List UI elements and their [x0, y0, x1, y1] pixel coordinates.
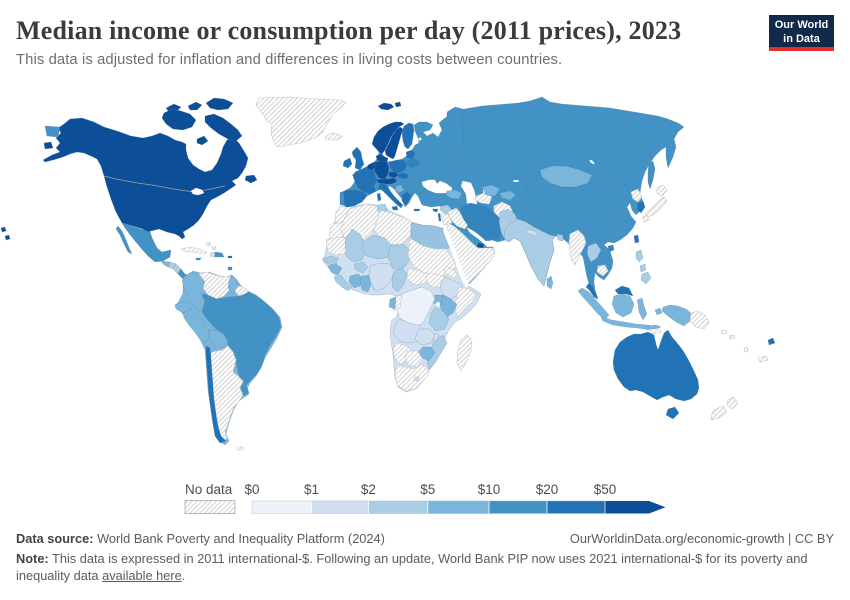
svg-text:$20: $20: [536, 482, 559, 497]
svg-text:$0: $0: [244, 482, 259, 497]
svg-text:$10: $10: [478, 482, 501, 497]
svg-text:No data: No data: [185, 482, 233, 497]
svg-text:$50: $50: [594, 482, 617, 497]
svg-text:$1: $1: [304, 482, 319, 497]
svg-text:$5: $5: [420, 482, 435, 497]
svg-text:$2: $2: [361, 482, 376, 497]
